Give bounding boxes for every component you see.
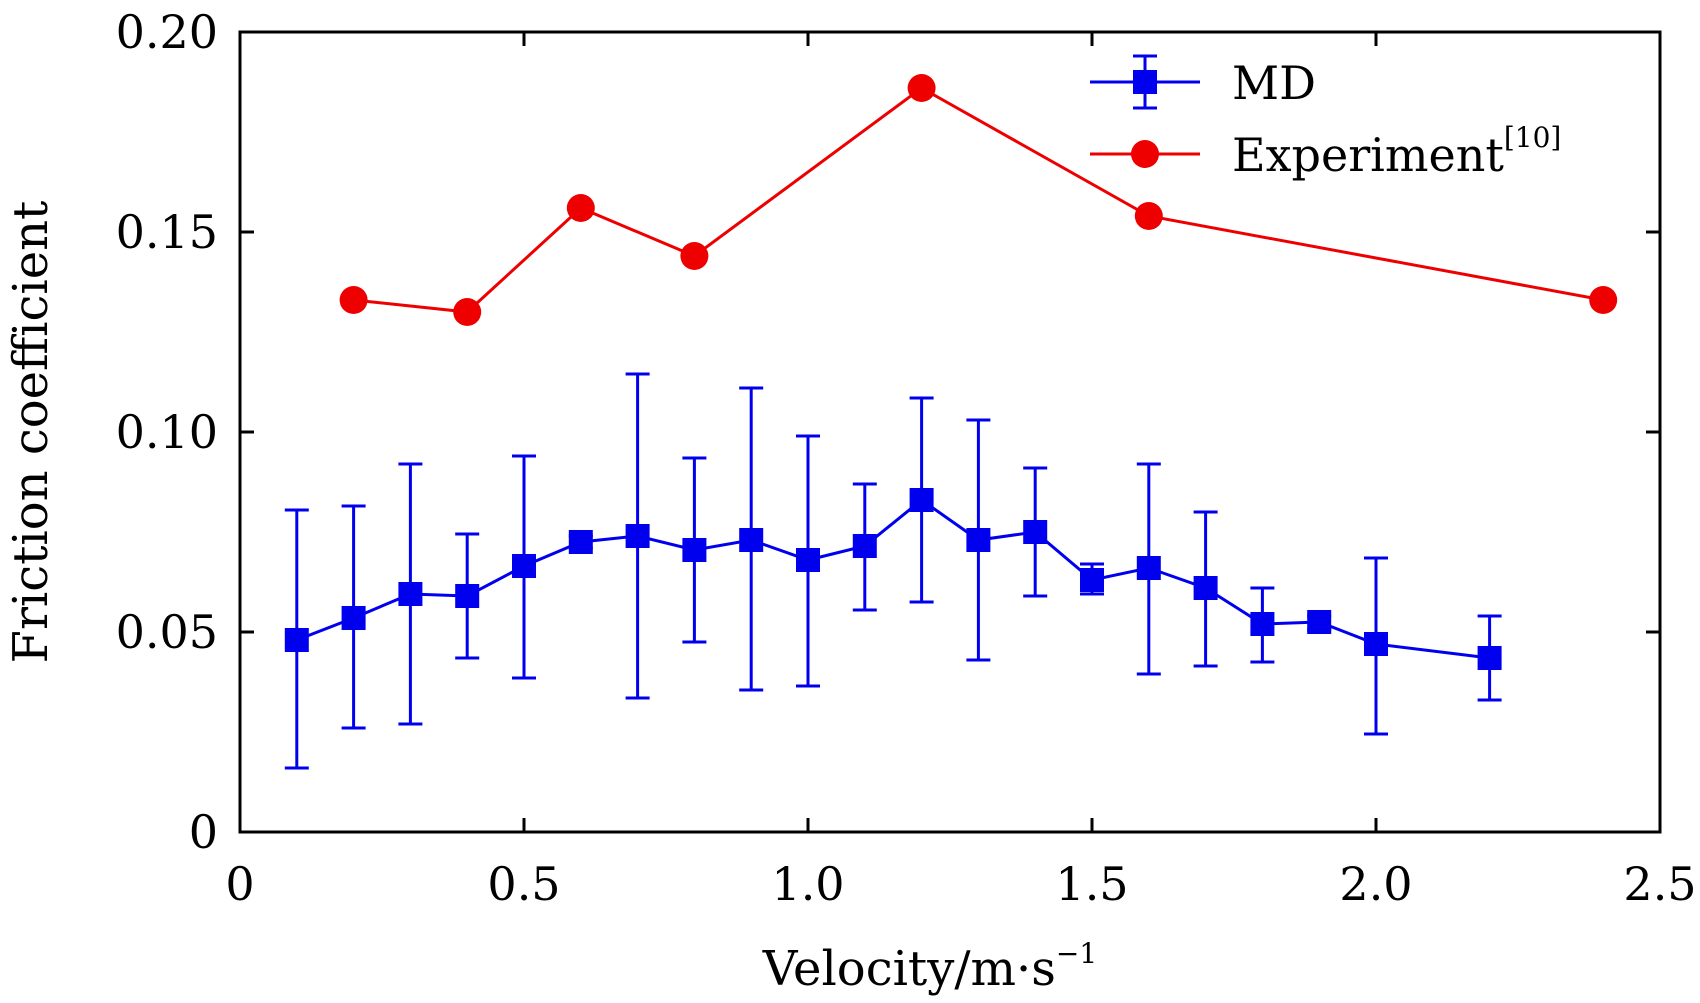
md-point [1136,556,1161,580]
series-layer [284,74,1618,770]
x-tick-label: 1.0 [771,857,844,911]
md-point [455,584,480,608]
md-point [625,524,650,548]
md-line [296,498,1490,660]
md-point [739,528,764,552]
legend: MD Experiment[10] [1090,54,1561,182]
y-tick-label: 0.15 [116,205,218,259]
x-tick-label: 0.5 [487,857,560,911]
experiment-line [353,86,1604,314]
md-point [398,582,423,606]
md-point [284,628,309,652]
md-point [796,548,820,572]
md-point [1080,568,1104,592]
series-md [284,372,1502,770]
x-tick-label: 0 [225,857,254,911]
experiment-point [1589,286,1618,314]
md-point [1193,576,1218,600]
series-experiment [339,74,1618,326]
x-tick-label: 1.5 [1055,857,1128,911]
md-point [341,606,366,630]
legend-md-marker [1133,70,1157,94]
md-point [1250,612,1275,636]
experiment-point [566,194,595,222]
md-point [1307,610,1332,634]
y-axis-label: Friction coefficient [3,201,59,664]
md-point [1023,520,1048,544]
md-point [512,554,536,578]
y-tick-label: 0.10 [116,405,218,459]
md-point [852,534,877,558]
y-axis-ticks: 0 0.05 0.10 0.15 0.20 [116,5,1660,859]
experiment-point [907,74,936,102]
experiment-point [339,286,368,314]
md-point [1364,632,1388,656]
experiment-point [680,242,709,270]
md-point [682,538,707,562]
experiment-point [453,298,482,326]
x-axis-ticks: 0 0.5 1.0 1.5 2.0 2.5 [225,32,1697,911]
md-point [966,528,991,552]
x-tick-label: 2.0 [1339,857,1412,911]
experiment-point [1134,202,1163,230]
x-tick-label: 2.5 [1623,857,1696,911]
y-tick-label: 0 [189,805,218,859]
md-point [568,530,593,554]
y-tick-label: 0.20 [116,5,218,59]
md-point [1477,646,1502,670]
legend-md-label: MD [1232,56,1316,110]
legend-experiment-marker [1131,140,1159,168]
legend-experiment-label: Experiment[10] [1232,121,1561,182]
x-axis-label: Velocity/m·s−1 [762,937,1097,997]
y-tick-label: 0.05 [116,605,218,659]
md-point [909,488,934,512]
